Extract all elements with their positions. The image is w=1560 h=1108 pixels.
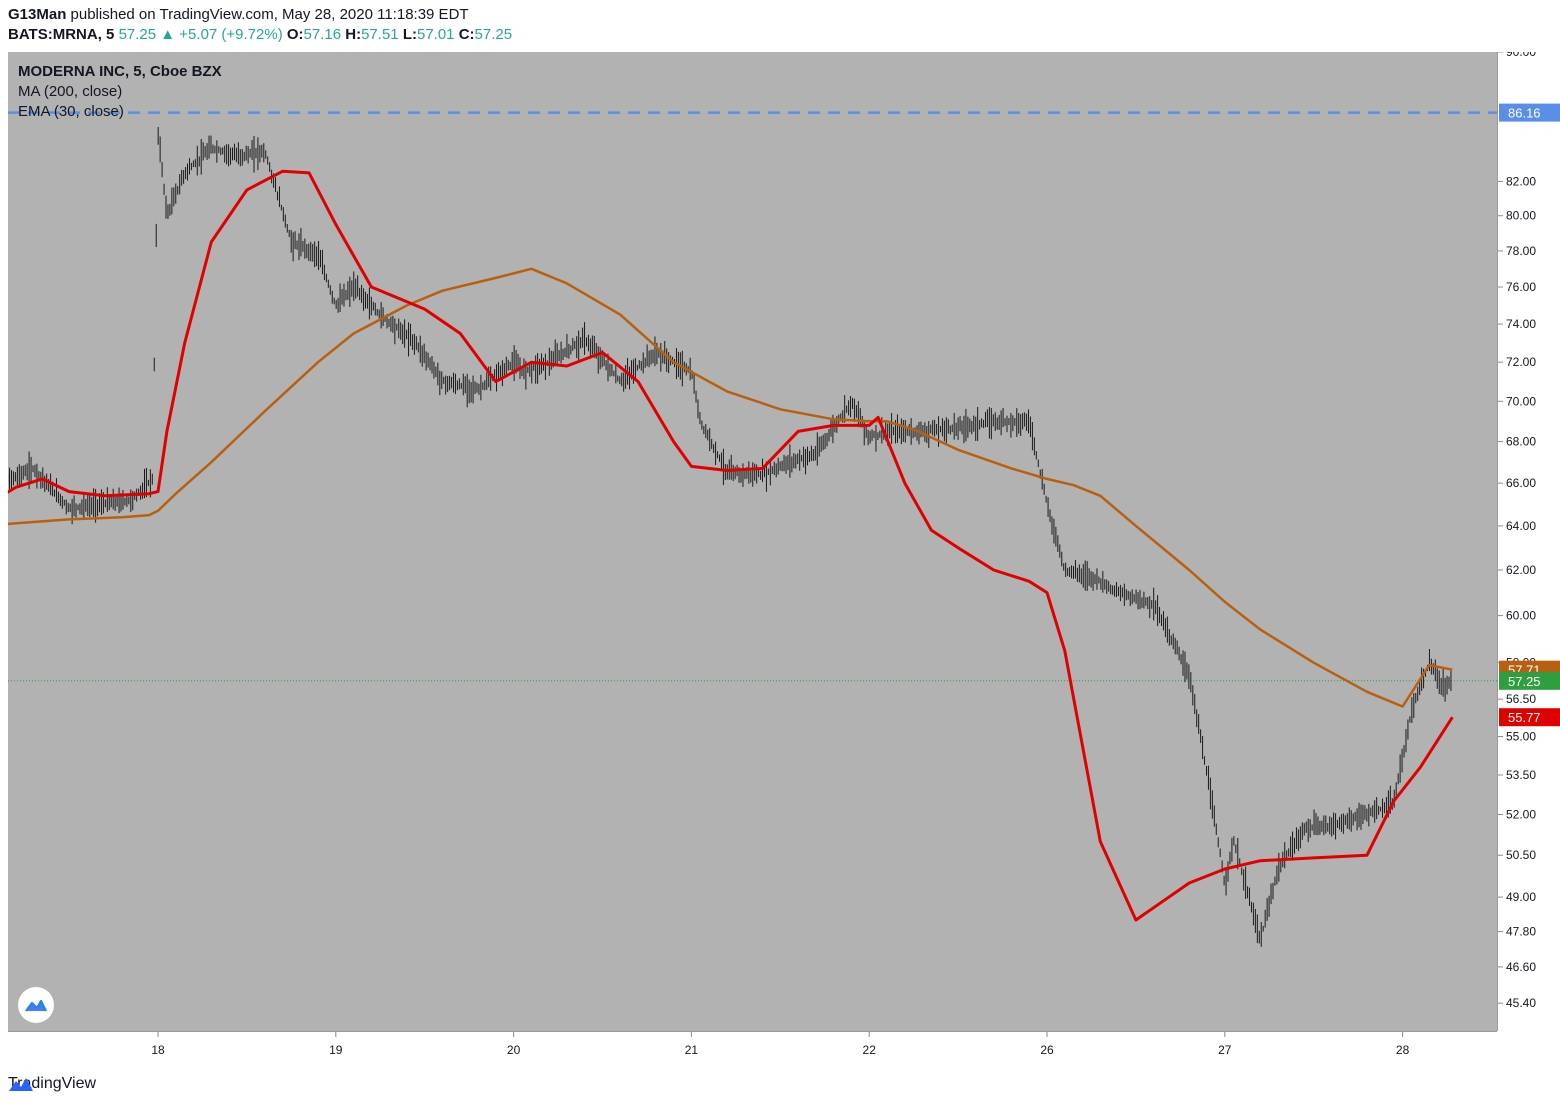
open-label: O: — [286, 26, 304, 43]
y-tick-label: 53.50 — [1506, 768, 1536, 782]
legend-ema[interactable]: EMA (30, close) — [18, 103, 124, 120]
high-value: 57.51 — [361, 26, 399, 43]
y-tick-label: 47.80 — [1506, 925, 1536, 939]
time-axis[interactable]: 18 19 20 21 22 26 27 28 — [8, 1031, 1497, 1065]
open-value: 57.16 — [303, 26, 342, 43]
price-change: ▲ +5.07 (+9.72%) — [160, 26, 283, 43]
chart-legend: MODERNA INC, 5, Cboe BZX MA (200, close)… — [18, 62, 222, 122]
time-axis-svg: 18 19 20 21 22 26 27 28 — [151, 1032, 1410, 1057]
x-tick-label: 28 — [1396, 1043, 1410, 1057]
y-tick-label: 70.00 — [1506, 394, 1536, 408]
x-tick-label: 26 — [1040, 1043, 1054, 1057]
y-tick-label: 82.00 — [1506, 174, 1536, 188]
close-value: 57.25 — [474, 26, 513, 43]
y-tick-label: 68.00 — [1506, 435, 1536, 449]
tradingview-footer[interactable]: TradingView — [8, 1075, 96, 1093]
legend-ma[interactable]: MA (200, close) — [18, 83, 123, 100]
x-tick-label: 27 — [1218, 1043, 1232, 1057]
y-tick-label: 74.00 — [1506, 317, 1536, 331]
price-axis-svg: 45.40 46.60 47.80 49.00 50.50 52.00 53.50 55.00… — [1498, 52, 1560, 1010]
ema-price-label-bg — [1499, 708, 1560, 727]
ema-price-label: 55.77 — [1508, 710, 1541, 725]
legend-title: MODERNA INC, 5, Cboe BZX — [18, 63, 222, 80]
x-tick-label: 20 — [507, 1043, 521, 1057]
resistance-price-label-bg — [1499, 103, 1560, 122]
y-tick-label: 78.00 — [1506, 244, 1536, 258]
y-tick-label: 62.00 — [1506, 563, 1536, 577]
ma-200-line — [8, 267, 1453, 708]
price-axis[interactable]: 45.40 46.60 47.80 49.00 50.50 52.00 53.50 55.00… — [1497, 52, 1560, 1031]
tradingview-badge-icon[interactable] — [18, 987, 54, 1023]
resistance-price-label: 86.16 — [1508, 106, 1541, 121]
y-tick-label: 52.00 — [1506, 808, 1536, 822]
y-tick-label: 76.00 — [1506, 280, 1536, 294]
published-text: published on TradingView.com, May 28, 20… — [70, 6, 469, 23]
x-tick-label: 19 — [329, 1043, 343, 1057]
quote-line: BATS:MRNA, 5 57.25 ▲ +5.07 (+9.72%) O:57… — [8, 26, 512, 43]
close-label: C: — [458, 26, 475, 43]
low-value: 57.01 — [416, 26, 455, 43]
y-tick-label: 45.40 — [1506, 996, 1536, 1010]
y-tick-label: 60.00 — [1506, 609, 1536, 623]
y-tick-label: 66.00 — [1506, 476, 1536, 490]
chart-plot-svg — [8, 111, 1497, 947]
x-tick-label: 22 — [863, 1043, 877, 1057]
symbol-label: BATS:MRNA, 5 — [8, 26, 115, 43]
y-tick-label: 80.00 — [1506, 209, 1536, 223]
y-tick-label: 49.00 — [1506, 890, 1536, 904]
y-tick-label: 72.00 — [1506, 355, 1536, 369]
last-price: 57.25 — [118, 26, 157, 43]
x-tick-label: 21 — [685, 1043, 699, 1057]
y-tick-label: 56.50 — [1506, 692, 1536, 706]
tradingview-logo-icon — [9, 1078, 33, 1091]
y-tick-label: 90.00 — [1506, 52, 1536, 59]
y-tick-label: 46.60 — [1506, 960, 1536, 974]
ema-30-line — [8, 169, 1454, 922]
y-tick-label: 55.00 — [1506, 730, 1536, 744]
chart-plot-area[interactable]: MODERNA INC, 5, Cboe BZX MA (200, close)… — [8, 52, 1497, 1031]
x-tick-label: 18 — [151, 1043, 165, 1057]
last-price-label-bg — [1499, 671, 1560, 690]
candles — [8, 127, 1452, 947]
publish-line: G13Man published on TradingView.com, May… — [8, 6, 469, 23]
last-price-label: 57.25 — [1508, 674, 1541, 689]
low-label: L: — [402, 26, 417, 43]
y-tick-label: 64.00 — [1506, 519, 1536, 533]
y-tick-label: 50.50 — [1506, 848, 1536, 862]
publisher-name[interactable]: G13Man — [8, 6, 67, 23]
high-label: H: — [345, 26, 362, 43]
